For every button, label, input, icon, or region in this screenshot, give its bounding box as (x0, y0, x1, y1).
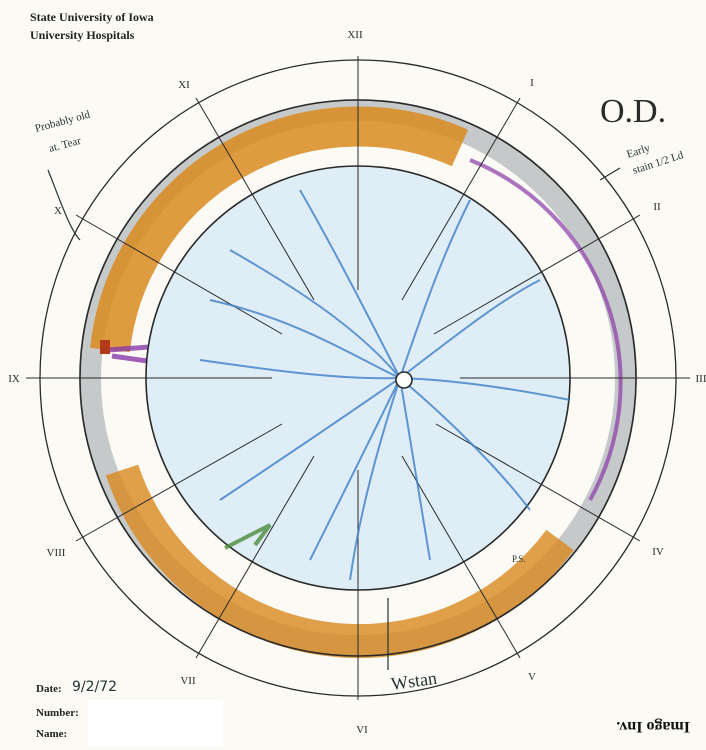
clock-label-v: V (528, 671, 536, 683)
name-label: Name: (36, 728, 68, 740)
clock-label-vii: VII (180, 675, 196, 687)
stain-note-arrow (599, 167, 621, 181)
orange-detachment-upper (90, 106, 469, 353)
optic-disc (395, 371, 413, 389)
number-label: Number: (36, 707, 79, 719)
redacted-area (88, 700, 223, 746)
clock-label-xii: XII (347, 29, 363, 41)
note-tear-line2: at. Tear (48, 135, 83, 155)
tear-note-arrow (47, 169, 81, 241)
note-small: P.S. (512, 554, 526, 564)
note-bottom: Wstan (390, 668, 438, 694)
clock-label-x: X (54, 205, 62, 217)
note-tear-line1: Probably old (34, 109, 92, 135)
clock-label-xi: XI (178, 79, 190, 91)
clock-label-viii: VIII (47, 547, 66, 559)
retinal-vessels (199, 189, 571, 581)
orange-detachment-lower (105, 464, 574, 659)
institution-name: State University of Iowa (30, 10, 154, 24)
clock-label-vi: VI (356, 724, 368, 736)
green-marks (224, 523, 272, 550)
eye-label: O.D. (600, 93, 666, 130)
clock-label-iv: IV (652, 546, 664, 558)
footer-mirrored-text: Imago Inv. (616, 718, 690, 735)
clock-label-ii: II (653, 201, 661, 213)
date-label: Date: (36, 683, 62, 695)
clock-label-i: I (530, 77, 534, 89)
note-stain-line1: Early (625, 142, 652, 161)
red-mark (100, 340, 110, 354)
date-value: 9/2/72 (72, 679, 118, 695)
clock-labels: XII I II III IV V VI VII VIII IX X XI (8, 29, 706, 736)
clock-label-iii: III (696, 373, 706, 385)
department-name: University Hospitals (30, 28, 135, 42)
clock-label-ix: IX (8, 373, 20, 385)
clock-meridians (26, 56, 690, 700)
purple-arc-right (469, 158, 623, 501)
